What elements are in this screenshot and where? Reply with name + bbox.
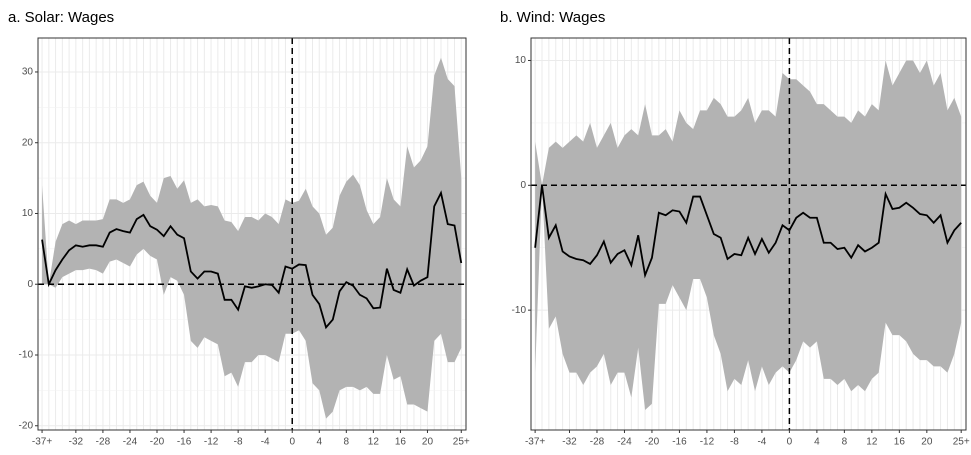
x-tick-label: 25+ <box>953 437 970 448</box>
x-tick-label: -12 <box>700 437 715 448</box>
x-tick-label: 20 <box>921 437 933 448</box>
x-tick-label: 16 <box>894 437 906 448</box>
y-tick-label: 0 <box>27 279 33 290</box>
x-tick-label: -16 <box>672 437 687 448</box>
x-tick-label: 25+ <box>453 437 470 448</box>
x-tick-label: -24 <box>123 437 138 448</box>
x-tick-label: -20 <box>150 437 165 448</box>
x-tick-label: -4 <box>757 437 766 448</box>
x-tick-label: -4 <box>261 437 270 448</box>
estimate-line <box>41 190 463 330</box>
x-tick-label: -28 <box>96 437 111 448</box>
x-tick-label: -37+ <box>525 437 545 448</box>
x-tick-label: -28 <box>590 437 605 448</box>
estimate-line <box>534 185 962 279</box>
x-tick-label: -8 <box>234 437 243 448</box>
x-tick-label: 4 <box>316 437 322 448</box>
x-tick-label: -20 <box>645 437 660 448</box>
x-tick-label: -32 <box>562 437 577 448</box>
x-tick-label: -12 <box>204 437 219 448</box>
chart-title: b. Wind: Wages <box>500 9 605 26</box>
y-tick-label: 10 <box>515 55 527 66</box>
x-tick-label: 8 <box>842 437 848 448</box>
x-tick-label: -8 <box>730 437 739 448</box>
y-tick-label: -20 <box>19 420 34 431</box>
y-tick-label: 30 <box>22 67 34 78</box>
x-tick-label: 8 <box>344 437 350 448</box>
x-tick-label: 0 <box>787 437 793 448</box>
panel-border <box>37 37 467 431</box>
x-tick-label: 16 <box>395 437 407 448</box>
x-tick-label: -32 <box>69 437 84 448</box>
y-tick-label: -10 <box>512 305 527 316</box>
x-tick-label: 12 <box>368 437 380 448</box>
confidence-band <box>42 57 462 419</box>
y-tick-label: 20 <box>22 137 34 148</box>
confidence-band <box>535 60 962 411</box>
y-tick-label: 0 <box>520 180 526 191</box>
panel-border <box>530 37 967 431</box>
x-tick-label: -37+ <box>32 437 52 448</box>
y-tick-label: 10 <box>22 208 34 219</box>
chart-title: a. Solar: Wages <box>8 9 114 26</box>
y-tick-label: -10 <box>19 350 34 361</box>
x-tick-label: 20 <box>422 437 434 448</box>
x-tick-label: 4 <box>814 437 820 448</box>
x-tick-label: -16 <box>177 437 192 448</box>
x-tick-label: 0 <box>289 437 295 448</box>
x-tick-label: 12 <box>866 437 878 448</box>
x-tick-label: -24 <box>617 437 632 448</box>
